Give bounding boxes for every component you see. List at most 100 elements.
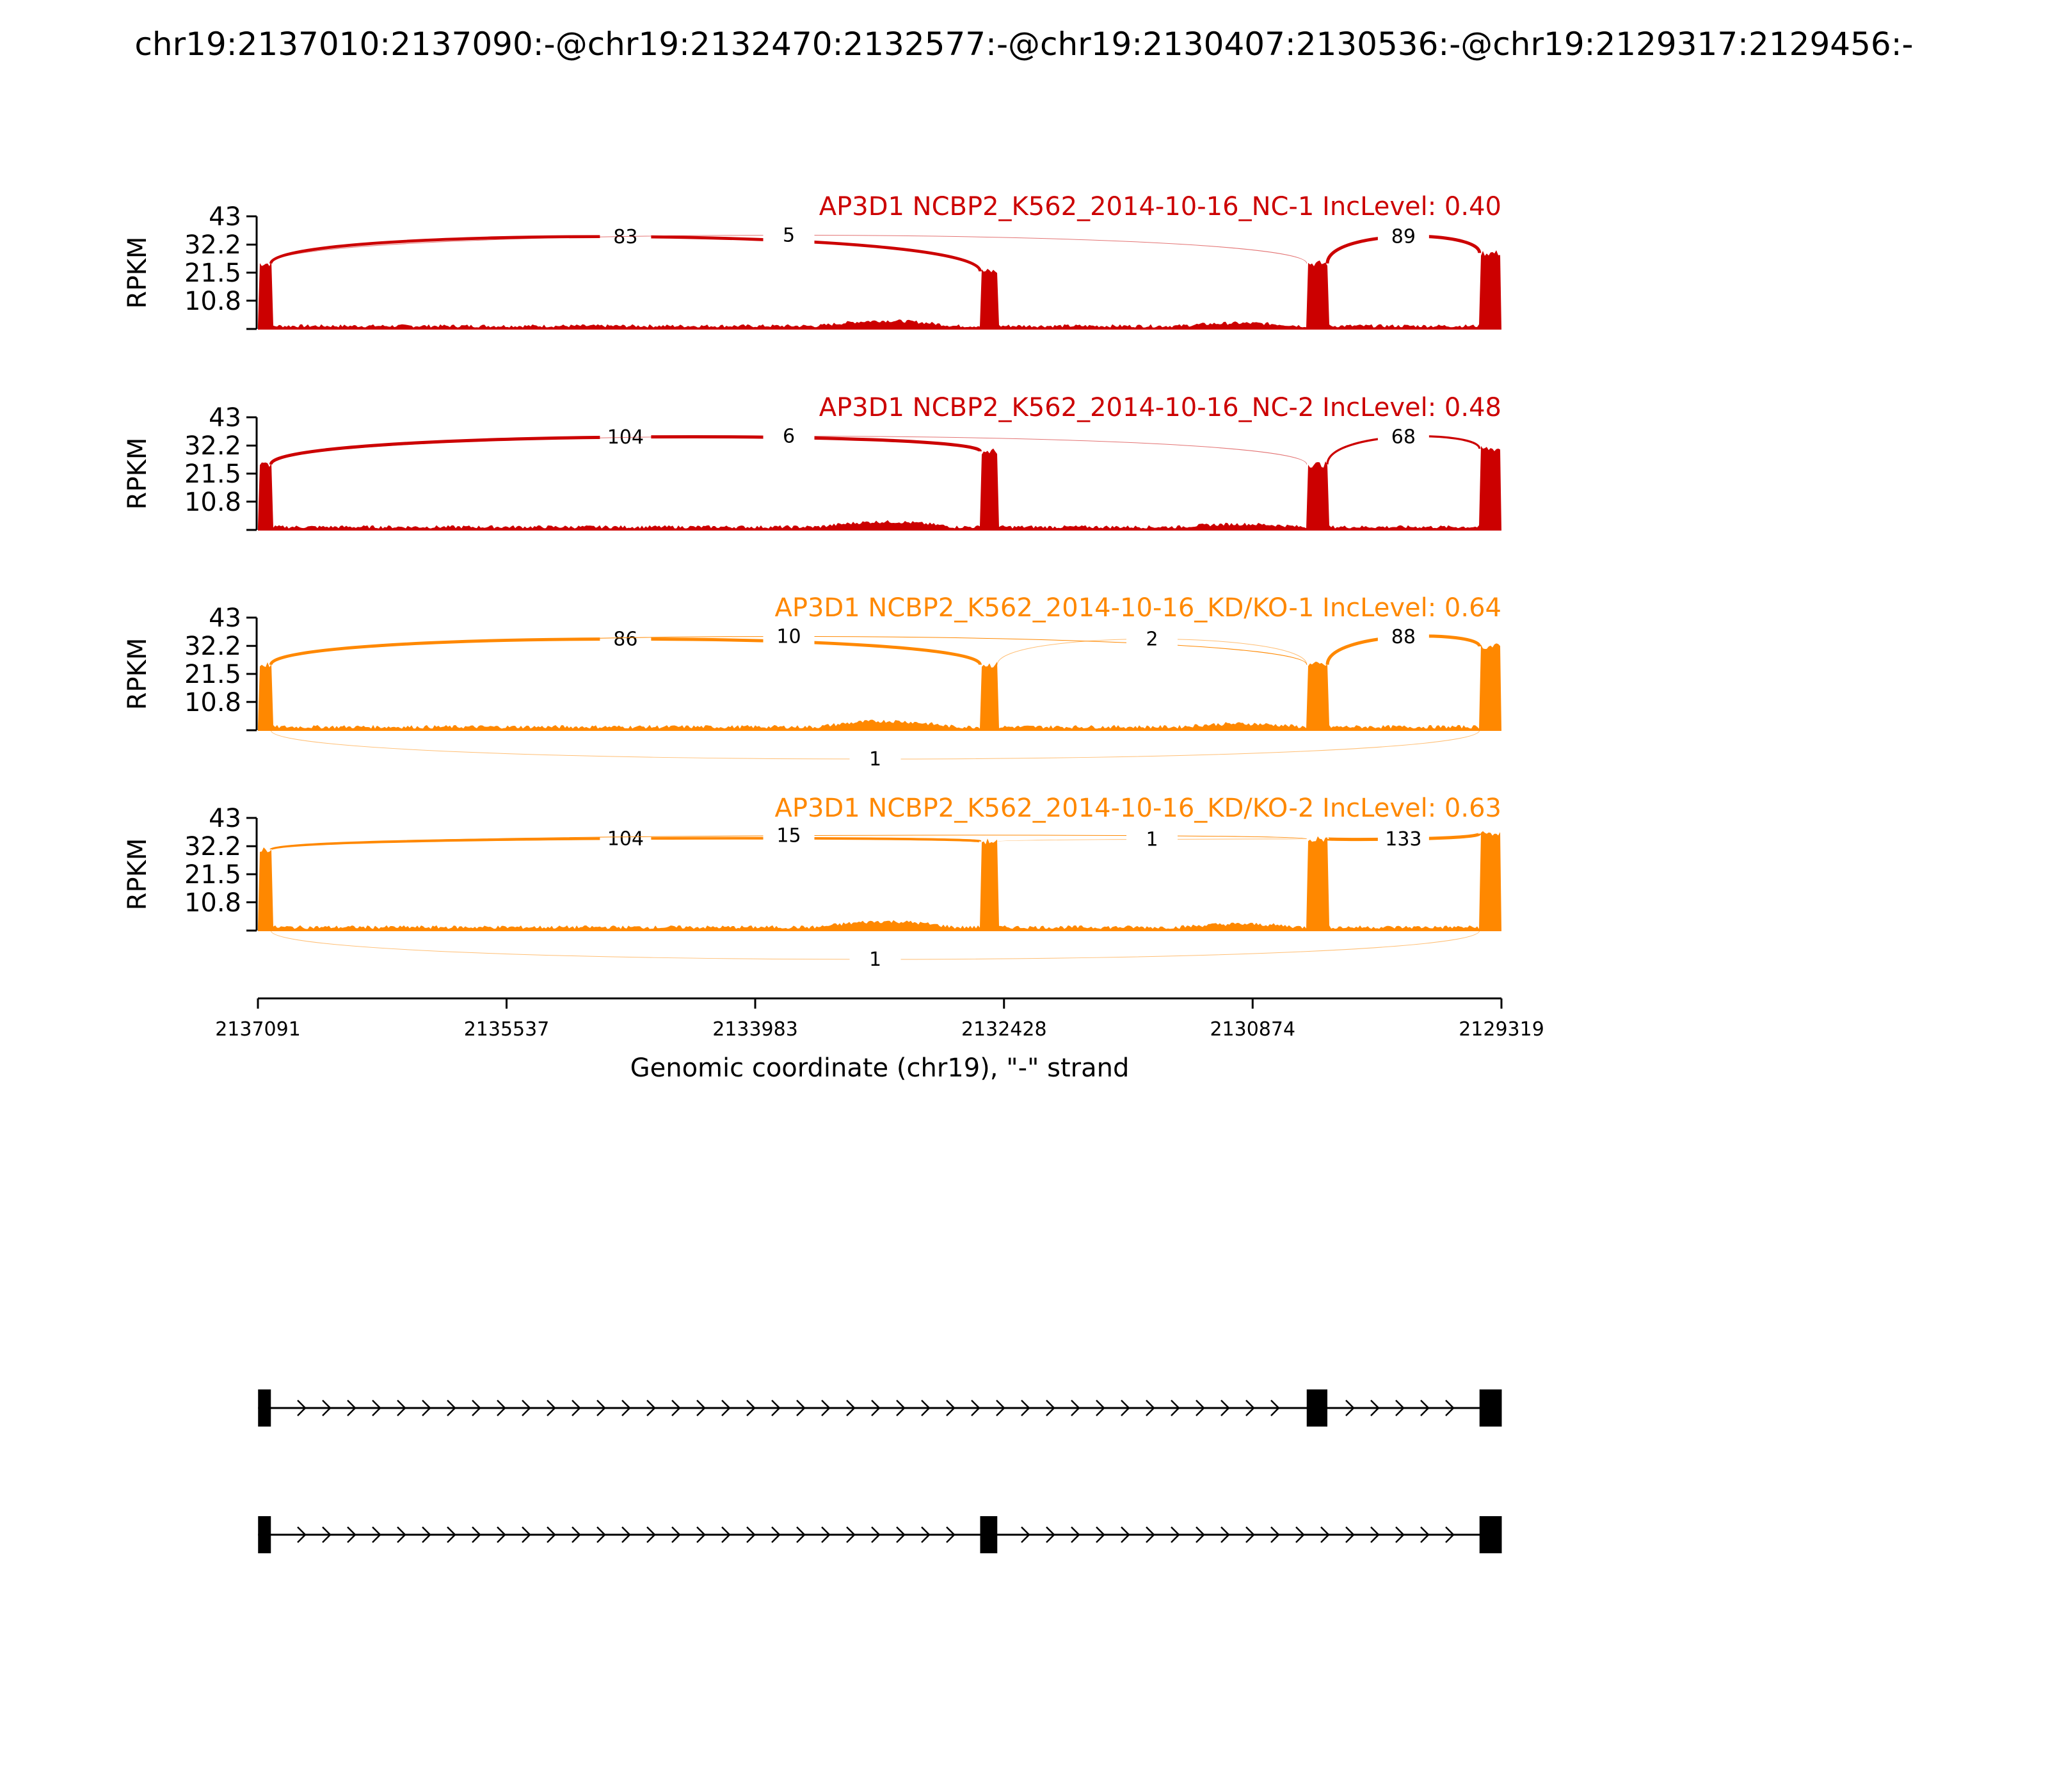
x-tick-label: 2130874 bbox=[1210, 1018, 1295, 1041]
strand-arrow bbox=[372, 1400, 381, 1416]
strand-arrow bbox=[1220, 1400, 1230, 1416]
junction-count: 88 bbox=[1391, 626, 1416, 648]
strand-arrow bbox=[1345, 1400, 1355, 1416]
junction-label-bg bbox=[1126, 826, 1178, 850]
strand-arrow bbox=[896, 1526, 906, 1543]
strand-arrow bbox=[1320, 1526, 1330, 1543]
strand-arrow bbox=[1021, 1526, 1030, 1543]
strand-arrow bbox=[297, 1400, 307, 1416]
strand-arrow bbox=[1171, 1526, 1180, 1543]
strand-arrow bbox=[347, 1400, 356, 1416]
strand-arrow bbox=[1121, 1400, 1130, 1416]
strand-arrow bbox=[1445, 1400, 1455, 1416]
y-tick-label: 43 bbox=[209, 202, 241, 232]
y-tick-label: 43 bbox=[209, 804, 241, 833]
y-axis-label: RPKM bbox=[123, 438, 152, 510]
strand-arrow bbox=[1420, 1400, 1430, 1416]
strand-arrow bbox=[946, 1526, 956, 1543]
strand-arrow bbox=[821, 1526, 831, 1543]
strand-arrow bbox=[397, 1526, 406, 1543]
strand-arrow bbox=[322, 1400, 332, 1416]
strand-arrow bbox=[572, 1400, 581, 1416]
strand-arrow bbox=[1171, 1400, 1180, 1416]
strand-arrow bbox=[1146, 1400, 1155, 1416]
junction-label-bg bbox=[1377, 623, 1429, 647]
strand-arrow bbox=[297, 1526, 307, 1543]
strand-arrow bbox=[646, 1526, 656, 1543]
strand-arrow bbox=[846, 1526, 856, 1543]
junction-label-bg bbox=[1126, 626, 1178, 650]
strand-arrow bbox=[921, 1526, 931, 1543]
junction-count: 68 bbox=[1391, 426, 1416, 448]
y-tick-label: 10.8 bbox=[184, 688, 241, 717]
strand-arrow bbox=[596, 1400, 606, 1416]
y-tick-label: 43 bbox=[209, 403, 241, 433]
strand-arrow bbox=[1021, 1400, 1030, 1416]
coverage-area bbox=[258, 643, 1501, 730]
junction-label-bg bbox=[1377, 826, 1429, 849]
strand-arrow bbox=[1121, 1526, 1130, 1543]
x-tick-label: 2133983 bbox=[712, 1018, 798, 1041]
junction-count: 1 bbox=[869, 748, 881, 771]
y-axis-label: RPKM bbox=[123, 237, 152, 309]
strand-arrow bbox=[322, 1526, 332, 1543]
exon-block bbox=[980, 1516, 998, 1553]
junction-count: 133 bbox=[1385, 828, 1421, 851]
junction-label-bg bbox=[849, 746, 901, 769]
junction-label-bg bbox=[763, 222, 815, 246]
x-axis: 2137091 2135537 2133983 2132428 2130874 21293… bbox=[215, 997, 1544, 1083]
strand-arrow bbox=[1245, 1400, 1255, 1416]
track-label: AP3D1 NCBP2_K562_2014-10-16_KD/KO-1 IncL… bbox=[774, 593, 1501, 623]
isoform-models bbox=[258, 1389, 1502, 1553]
strand-arrow bbox=[1196, 1400, 1205, 1416]
strand-arrow bbox=[547, 1526, 556, 1543]
exon-block bbox=[258, 1516, 271, 1553]
strand-arrow bbox=[1370, 1400, 1380, 1416]
strand-arrow bbox=[746, 1526, 756, 1543]
strand-arrow bbox=[671, 1400, 681, 1416]
y-tick-label: 10.8 bbox=[184, 888, 241, 918]
strand-arrow bbox=[921, 1400, 931, 1416]
junction-label-bg bbox=[600, 424, 652, 447]
x-axis-label: Genomic coordinate (chr19), "-" strand bbox=[630, 1053, 1130, 1083]
junction-count: 86 bbox=[613, 628, 637, 651]
strand-arrow bbox=[422, 1400, 431, 1416]
strand-arrow bbox=[347, 1526, 356, 1543]
strand-arrow bbox=[1046, 1400, 1055, 1416]
strand-arrow bbox=[447, 1400, 456, 1416]
junction-label-bg bbox=[600, 223, 652, 247]
y-tick-label: 32.2 bbox=[184, 230, 241, 260]
junction-count: 89 bbox=[1391, 225, 1416, 248]
strand-arrow bbox=[1295, 1526, 1305, 1543]
junction-count: 15 bbox=[776, 825, 801, 847]
y-tick-label: 21.5 bbox=[184, 460, 241, 489]
strand-arrow bbox=[971, 1400, 980, 1416]
page-title: chr19:2137010:2137090:-@chr19:2132470:21… bbox=[134, 26, 1914, 63]
junction-count: 6 bbox=[783, 425, 795, 447]
exon-block bbox=[1479, 1389, 1502, 1427]
junction-label-bg bbox=[1377, 223, 1429, 247]
y-tick-label: 32.2 bbox=[184, 632, 241, 661]
y-axis-label: RPKM bbox=[123, 838, 152, 911]
x-tick-label: 2135537 bbox=[464, 1018, 550, 1041]
x-tick-label: 2132428 bbox=[961, 1018, 1047, 1041]
strand-arrow bbox=[1370, 1526, 1380, 1543]
y-tick-label: 32.2 bbox=[184, 431, 241, 461]
strand-arrow bbox=[646, 1400, 656, 1416]
strand-arrow bbox=[572, 1526, 581, 1543]
strand-arrow bbox=[447, 1526, 456, 1543]
strand-arrow bbox=[1445, 1526, 1455, 1543]
y-tick-label: 10.8 bbox=[184, 287, 241, 316]
junction-label-bg bbox=[849, 947, 901, 970]
junction-label-bg bbox=[1377, 424, 1429, 447]
strand-arrow bbox=[871, 1400, 881, 1416]
strand-arrow bbox=[621, 1400, 631, 1416]
strand-arrow bbox=[596, 1526, 606, 1543]
y-tick-label: 21.5 bbox=[184, 860, 241, 890]
junction-count: 10 bbox=[776, 625, 801, 648]
y-tick-label: 32.2 bbox=[184, 832, 241, 861]
strand-arrow bbox=[372, 1526, 381, 1543]
